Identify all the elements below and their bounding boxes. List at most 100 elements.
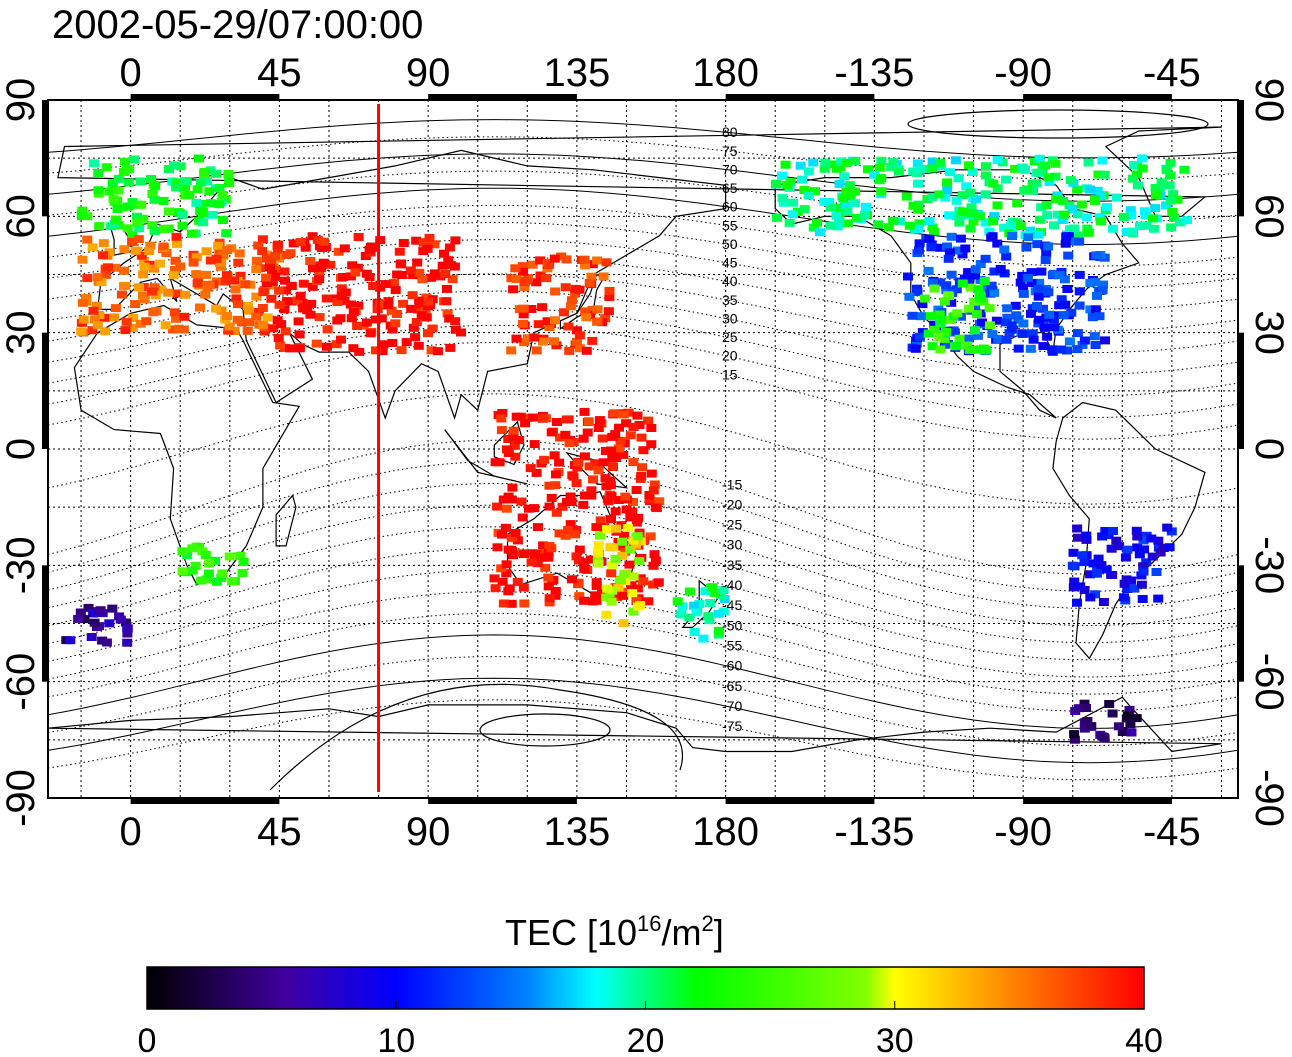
- tec-cell: [926, 243, 937, 252]
- tec-cell: [122, 629, 133, 638]
- tec-cell: [437, 261, 448, 270]
- tec-cell: [613, 444, 624, 453]
- tec-cell: [217, 569, 228, 578]
- tec-cell: [613, 583, 624, 592]
- tec-cell: [859, 210, 870, 219]
- tec-cell: [941, 327, 952, 336]
- tec-cell: [999, 269, 1010, 278]
- tec-cell: [1079, 724, 1090, 733]
- tec-cell: [628, 497, 638, 506]
- tec-cell: [964, 161, 974, 170]
- tec-cell: [1137, 595, 1148, 603]
- tec-cell: [406, 304, 417, 313]
- tec-cell: [544, 260, 555, 269]
- tec-cell: [1139, 207, 1150, 216]
- tec-cell: [265, 263, 275, 272]
- tec-cell: [613, 496, 624, 504]
- tec-cell: [1010, 301, 1021, 310]
- tec-cell: [563, 322, 574, 331]
- tec-cell: [420, 238, 431, 247]
- colorbar-tick-label: 30: [876, 1022, 914, 1057]
- tec-cell: [571, 552, 582, 561]
- tec-cell: [361, 318, 372, 327]
- tec-cell: [396, 259, 407, 268]
- tec-cell: [194, 154, 204, 163]
- magnetic-latitude-label: 15: [722, 366, 738, 382]
- tec-cell: [417, 275, 428, 284]
- tec-cell: [1113, 722, 1124, 731]
- tec-cell: [120, 618, 131, 627]
- tec-cell: [503, 492, 514, 501]
- tec-cell: [1134, 222, 1145, 231]
- tec-cell: [1007, 232, 1017, 240]
- tec-cell: [1147, 552, 1158, 561]
- tec-cell: [101, 163, 112, 172]
- tec-cell: [718, 586, 729, 594]
- tec-cell: [1095, 192, 1106, 201]
- tec-cell: [632, 584, 643, 593]
- tec-cell: [1132, 181, 1143, 190]
- tec-cell: [149, 195, 160, 204]
- tec-cell: [587, 336, 598, 345]
- tec-cell: [94, 311, 105, 320]
- magnetic-latitude-label: -20: [722, 496, 742, 512]
- tec-cell: [524, 504, 534, 513]
- tec-cell: [1083, 228, 1094, 237]
- tec-cell: [187, 544, 198, 553]
- tec-cell: [1057, 196, 1068, 205]
- tec-cell: [205, 166, 216, 175]
- magnetic-contour: [48, 656, 1238, 747]
- tec-cell: [179, 177, 190, 186]
- tec-cell: [443, 256, 454, 265]
- tec-cell: [1129, 161, 1140, 169]
- tec-cell: [172, 289, 183, 298]
- tec-cell: [861, 202, 871, 211]
- tec-cell: [527, 260, 538, 269]
- tec-cell: [544, 594, 555, 603]
- tec-cell: [958, 207, 969, 216]
- tec-cell: [1043, 173, 1054, 182]
- tec-cell: [912, 287, 923, 296]
- tec-cell: [526, 305, 537, 313]
- tec-cell: [316, 263, 327, 272]
- tec-cell: [1048, 315, 1059, 324]
- tec-cell: [392, 270, 403, 279]
- tec-cell: [628, 536, 639, 545]
- tec-cell: [1073, 231, 1084, 240]
- tec-cell: [557, 502, 568, 511]
- tec-cell: [808, 223, 819, 232]
- bottom-lon-tick-label: -135: [834, 810, 914, 854]
- top-longitude-labels: 0 45 90 135 180 -135 -90 -45: [120, 51, 1201, 95]
- tec-cell: [508, 551, 518, 560]
- tec-cell: [550, 287, 561, 296]
- tec-cell: [237, 569, 248, 577]
- tec-cell: [628, 572, 639, 581]
- tec-cell: [184, 191, 195, 199]
- tec-cell: [778, 198, 789, 207]
- tec-cell: [422, 244, 433, 253]
- tec-cell: [876, 174, 887, 183]
- tec-cell: [1056, 295, 1067, 304]
- tec-cell: [139, 262, 150, 271]
- tec-cell: [1092, 291, 1102, 300]
- tec-cell: [218, 216, 228, 225]
- tec-cell: [550, 481, 561, 490]
- tec-cell: [977, 318, 987, 327]
- tec-cell: [279, 267, 290, 276]
- tec-cell: [414, 268, 425, 277]
- tec-cell: [579, 565, 590, 574]
- tec-cell: [87, 326, 98, 335]
- tec-cell: [512, 536, 523, 545]
- tec-cell: [1011, 311, 1022, 320]
- tec-cell: [223, 170, 234, 178]
- tec-cell: [621, 505, 632, 514]
- magnetic-latitude-label: -70: [722, 698, 742, 714]
- tec-cell: [602, 584, 613, 593]
- tec-cell: [100, 327, 111, 336]
- tec-cell: [598, 272, 609, 281]
- tec-cell: [1033, 168, 1044, 177]
- tec-cell: [203, 569, 214, 578]
- tec-cell: [243, 306, 254, 315]
- tec-cell: [269, 252, 280, 261]
- tec-cell: [99, 313, 110, 322]
